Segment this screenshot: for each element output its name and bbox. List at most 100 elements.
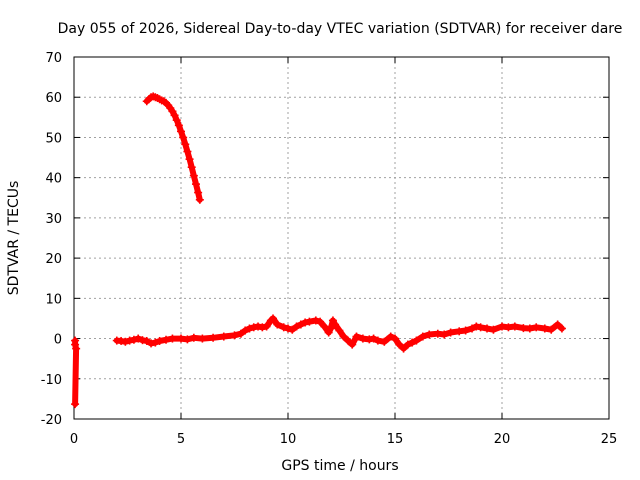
y-tick-label: 0 [54,333,62,348]
data-point [181,140,190,149]
data-point [187,163,196,172]
grid-layer [74,57,609,419]
data-point [194,188,203,197]
data-point [151,338,160,347]
data-point [504,323,513,332]
data-point [335,326,344,335]
data-point [380,337,389,346]
x-tick-label: 25 [601,432,618,447]
data-point [284,324,292,333]
data-point [195,195,204,204]
data-point [230,331,239,340]
data-point [219,332,228,341]
chart-title: Day 055 of 2026, Sidereal Day-to-day VTE… [58,21,623,37]
data-point [425,330,434,339]
y-tick-label: 30 [45,212,62,227]
data-point [170,111,179,120]
data-point [352,332,361,341]
data-point [399,344,408,353]
y-tick-label: 20 [45,252,62,267]
data-point [179,133,188,142]
data-point [358,334,367,343]
data-point [433,329,442,338]
data-point [301,318,310,327]
data-point [209,333,218,342]
y-tick-label: 40 [45,172,62,187]
data-point [553,320,562,329]
data-point [198,334,207,343]
data-point [328,316,337,325]
data-point [540,324,549,333]
data-point [525,324,534,333]
data-point [532,323,541,332]
data-point [408,338,417,347]
data-point [489,325,498,334]
data-point [279,323,288,332]
x-tick-label: 5 [177,432,185,447]
x-tick-label: 10 [280,432,297,447]
data-point [324,328,333,337]
data-point [412,336,421,345]
data-point [174,121,183,130]
data-point [373,336,382,345]
data-point [71,400,80,409]
data-point [241,326,250,335]
y-tick-label: 60 [45,91,62,106]
data-point [189,171,198,180]
data-point [172,116,181,125]
x-tick-label: 20 [494,432,511,447]
data-point [288,325,297,334]
data-point [273,320,282,329]
data-point [125,336,134,345]
data-point [191,180,200,189]
data-point [129,335,138,344]
data-point [395,340,404,349]
data-point [386,332,395,341]
plot-frame [73,56,610,420]
data-point [418,332,427,341]
data-point [547,325,556,334]
data-point [245,324,254,333]
data-point [326,324,335,333]
y-tick-label: 70 [45,51,62,66]
data-point [177,334,185,343]
data-point [498,322,506,331]
data-point [339,332,348,341]
data-point [483,324,492,333]
data-point [461,326,470,335]
x-tick-label: 15 [387,432,404,447]
data-point [177,127,185,136]
data-point [343,336,352,345]
data-point [72,344,81,353]
data-point [168,334,177,343]
data-point [348,340,357,349]
data-point [365,335,374,344]
data-point [162,335,171,344]
data-point [147,339,156,348]
data-point [183,147,192,156]
data-point [249,323,258,332]
y-tick-label: -20 [41,413,62,428]
x-axis-label: GPS time / hours [281,458,398,474]
data-point [134,334,143,343]
points-layer [71,92,566,409]
data-point [142,336,151,345]
ticks-layer: 0 5 10 15 20 25 -20 -10 0 10 20 30 40 50 60 70 [41,51,618,447]
data-point [262,322,271,331]
data-point [254,322,263,331]
data-point [320,322,329,331]
data-point [269,314,278,323]
data-point [391,334,399,343]
data-point [185,155,194,164]
data-point [510,322,519,331]
data-point [189,333,198,342]
data-point [311,316,320,325]
data-point [296,320,305,329]
data-point [316,317,325,326]
data-point [155,336,164,345]
data-point [121,337,130,346]
y-tick-label: 50 [45,131,62,146]
y-tick-label: 10 [45,292,62,307]
y-tick-label: -10 [41,373,62,388]
data-point [117,336,126,345]
